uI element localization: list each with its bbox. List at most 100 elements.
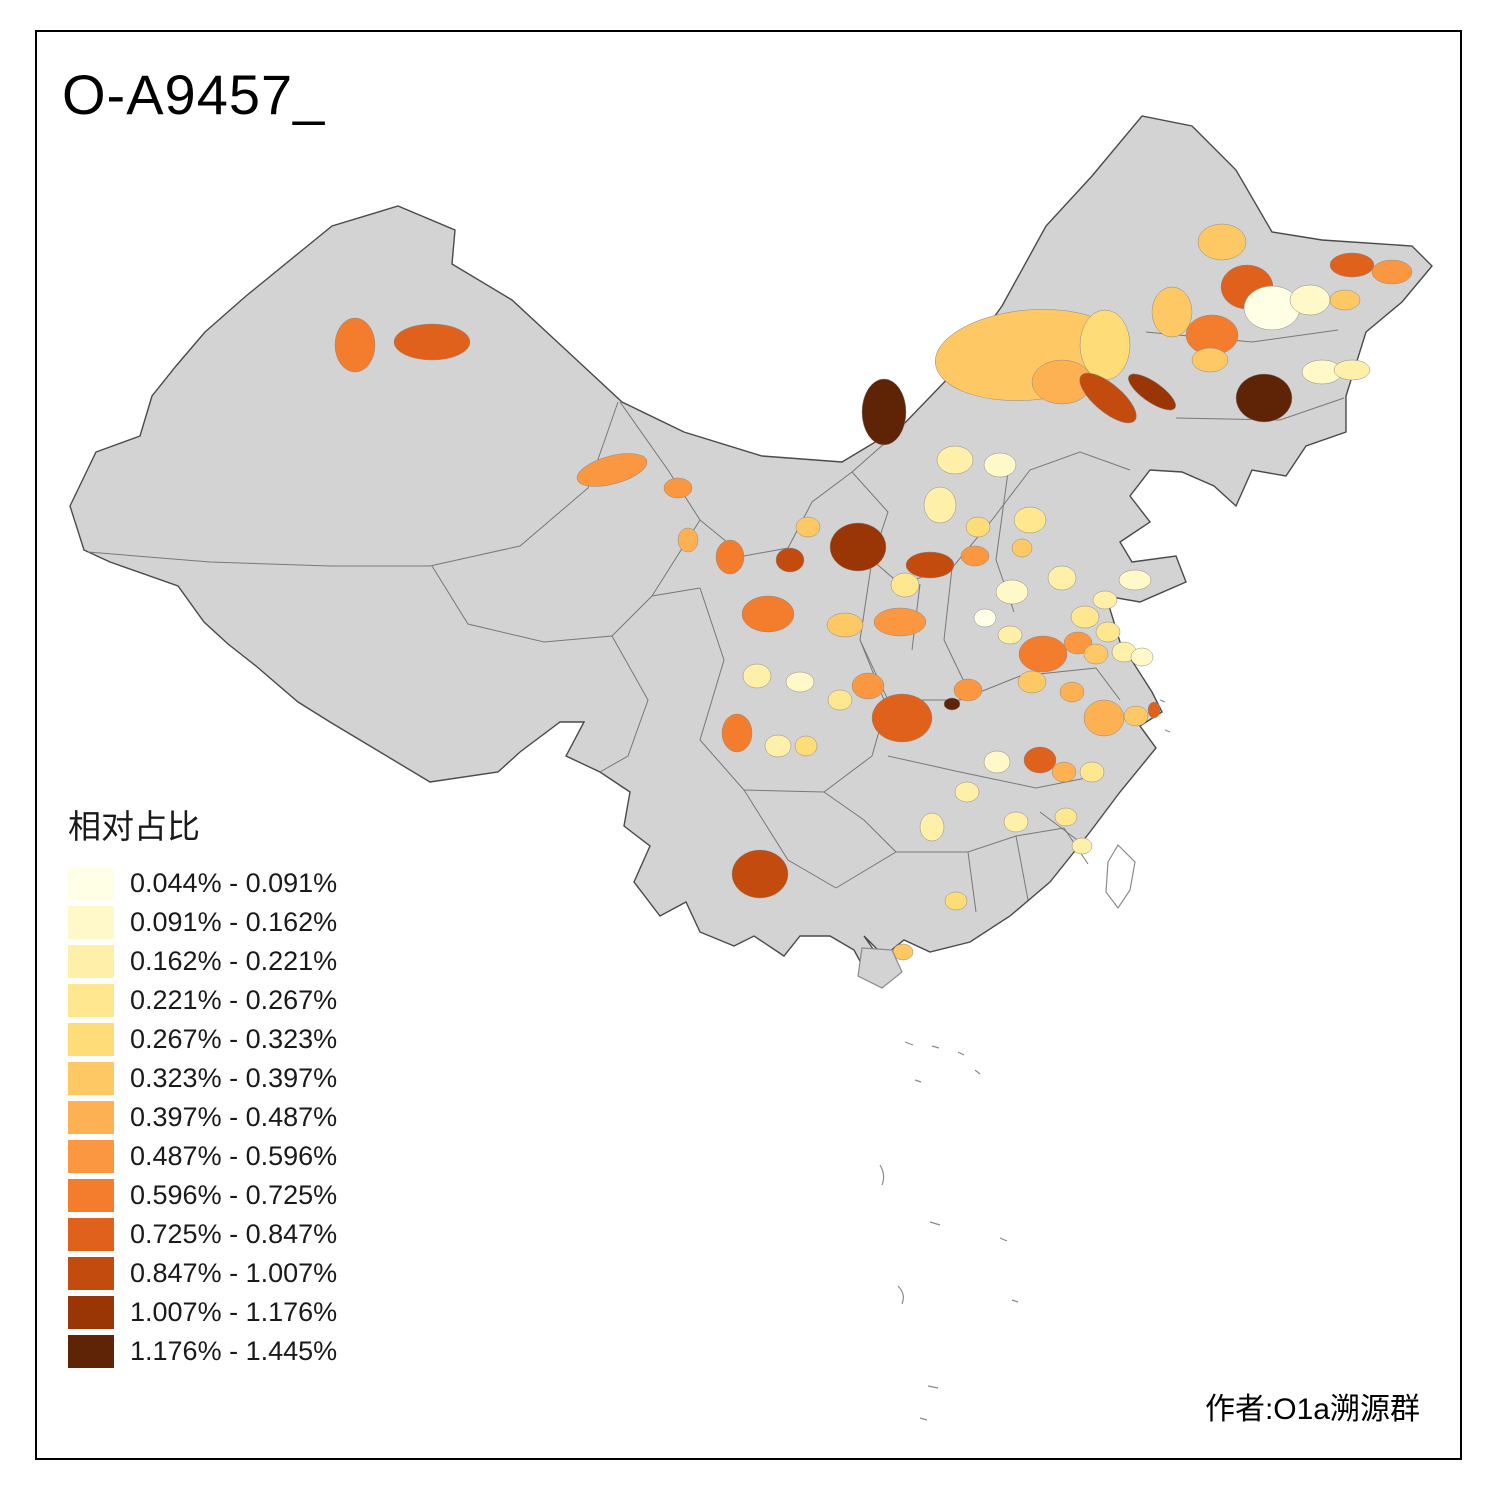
map-region: [1123, 705, 1149, 727]
legend: 相对占比 0.044% - 0.091% 0.091% - 0.162% 0.1…: [68, 800, 337, 1371]
map-region: [794, 735, 818, 757]
map-region: [393, 323, 471, 361]
legend-label: 0.267% - 0.323%: [130, 1024, 338, 1054]
legend-item: 0.847% - 1.007%: [68, 1254, 337, 1293]
legend-label: 0.091% - 0.162%: [130, 907, 338, 937]
legend-item: 0.487% - 0.596%: [68, 1137, 337, 1176]
map-region: [741, 595, 795, 633]
map-region: [1059, 681, 1085, 703]
legend-swatch: [68, 1140, 114, 1173]
map-region: [890, 572, 920, 598]
map-region: [1128, 373, 1176, 411]
legend-label: 1.176% - 1.445%: [130, 1336, 338, 1366]
map-region: [1191, 347, 1229, 373]
map-region: [1070, 605, 1100, 629]
map-region: [965, 516, 991, 538]
map-region: [827, 689, 853, 711]
map-region: [1011, 538, 1033, 558]
map-region: [936, 445, 974, 475]
legend-label: 0.221% - 0.267%: [130, 985, 338, 1015]
legend-label: 0.397% - 0.487%: [130, 1102, 338, 1132]
legend-item: 1.176% - 1.445%: [68, 1332, 337, 1371]
map-region: [1079, 761, 1105, 783]
taiwan-outline: [1105, 844, 1136, 910]
map-region: [576, 453, 648, 487]
map-region: [1329, 289, 1361, 311]
map-region: [1329, 252, 1375, 278]
map-region: [1371, 259, 1413, 285]
map-region: [851, 672, 885, 700]
map-region: [973, 608, 997, 628]
legend-swatch: [68, 1101, 114, 1134]
map-region: [1197, 223, 1247, 261]
legend-swatch: [68, 945, 114, 978]
legend-item: 0.091% - 0.162%: [68, 903, 337, 942]
map-region: [960, 545, 990, 567]
legend-items: 0.044% - 0.091% 0.091% - 0.162% 0.162% -…: [68, 864, 337, 1371]
map-region: [1095, 621, 1121, 643]
legend-item: 0.397% - 0.487%: [68, 1098, 337, 1137]
map-region: [1071, 837, 1093, 855]
legend-label: 0.323% - 0.397%: [130, 1063, 338, 1093]
map-region: [1018, 635, 1068, 673]
map-region: [861, 378, 907, 446]
map-region: [923, 486, 957, 524]
map-region: [829, 522, 887, 572]
map-region: [995, 579, 1029, 605]
legend-item: 1.007% - 1.176%: [68, 1293, 337, 1332]
map-region: [997, 625, 1023, 645]
map-region: [1047, 565, 1077, 591]
legend-label: 0.162% - 0.221%: [130, 946, 338, 976]
map-region: [731, 849, 789, 899]
map-region: [764, 734, 792, 758]
map-region: [1083, 699, 1125, 737]
legend-item: 0.596% - 0.725%: [68, 1176, 337, 1215]
map-region: [1118, 569, 1152, 591]
legend-item: 0.221% - 0.267%: [68, 981, 337, 1020]
map-region: [334, 317, 376, 373]
legend-item: 0.044% - 0.091%: [68, 864, 337, 903]
map-region: [1054, 807, 1078, 827]
legend-label: 0.725% - 0.847%: [130, 1219, 338, 1249]
map-region: [663, 477, 693, 499]
map-region: [873, 607, 927, 637]
legend-label: 0.487% - 0.596%: [130, 1141, 338, 1171]
legend-title: 相对占比: [68, 808, 200, 845]
legend-item: 0.725% - 0.847%: [68, 1215, 337, 1254]
map-region: [677, 527, 699, 553]
legend-swatch: [68, 1296, 114, 1329]
map-region: [919, 812, 945, 842]
map-region: [721, 713, 753, 753]
south-sea-islands: [879, 699, 1171, 1421]
legend-item: 0.323% - 0.397%: [68, 1059, 337, 1098]
legend-swatch: [68, 1179, 114, 1212]
map-region: [1151, 286, 1193, 338]
map-region: [1023, 746, 1057, 774]
map-region: [954, 781, 980, 803]
attribution: 作者:O1a溯源群: [1204, 1393, 1420, 1426]
map-region: [1079, 372, 1137, 424]
map-region: [1051, 761, 1077, 783]
map-region: [1063, 631, 1093, 655]
map-region: [1003, 811, 1029, 833]
map-region: [905, 551, 955, 579]
legend-item: 0.162% - 0.221%: [68, 942, 337, 981]
map-region: [1289, 284, 1331, 316]
legend-label: 0.847% - 1.007%: [130, 1258, 338, 1288]
map-region: [742, 663, 772, 689]
legend-swatch: [68, 906, 114, 939]
map-region: [1092, 590, 1118, 610]
map-region: [983, 750, 1011, 774]
map-region: [1013, 506, 1047, 534]
map-region: [785, 671, 815, 693]
map-region: [1017, 670, 1047, 694]
hainan-outline: [857, 947, 903, 989]
legend-swatch: [68, 1218, 114, 1251]
legend-label: 0.044% - 0.091%: [130, 868, 338, 898]
legend-swatch: [68, 867, 114, 900]
map-region: [871, 693, 933, 743]
map-region: [943, 697, 961, 711]
map-region: [715, 539, 745, 575]
map-region: [953, 678, 983, 702]
